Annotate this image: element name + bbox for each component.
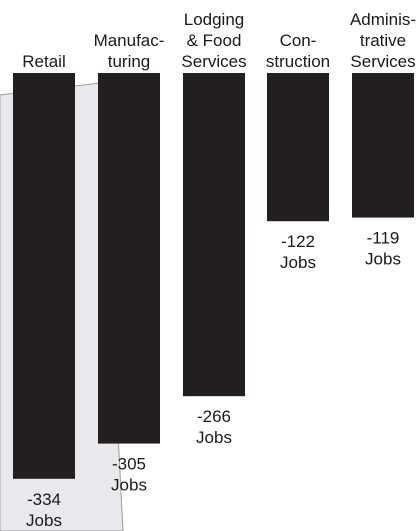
- value-label-manufac-turing: -305 Jobs: [111, 455, 147, 495]
- bar-con-struction: [267, 73, 329, 222]
- bar-lodging-food-services: [183, 73, 245, 397]
- bars-group: [13, 73, 414, 479]
- category-label-adminis-trative-services: Adminis-trative Services: [350, 10, 416, 71]
- category-label-retail: Retail: [22, 52, 65, 71]
- category-label-con-struction: Con-struction: [266, 31, 330, 71]
- value-labels-group: -334 Jobs -305 Jobs -266 Jobs -122 Jobs -119 Jobs: [26, 229, 401, 530]
- bar-manufac-turing: [98, 73, 160, 444]
- value-label-retail: -334 Jobs: [26, 490, 62, 530]
- category-labels-group: Retail Manufac-turing Lodging & Food Service…: [22, 10, 416, 71]
- category-label-manufac-turing: Manufac-turing: [94, 31, 165, 71]
- bar-retail: [13, 73, 75, 479]
- category-label-lodging-food-services: Lodging & Food Services: [181, 10, 246, 71]
- bar-adminis-trative-services: [352, 73, 414, 218]
- value-label-con-struction: -122 Jobs: [280, 232, 316, 272]
- value-label-lodging-food-services: -266 Jobs: [196, 407, 232, 447]
- value-label-adminis-trative-services: -119 Jobs: [365, 229, 401, 269]
